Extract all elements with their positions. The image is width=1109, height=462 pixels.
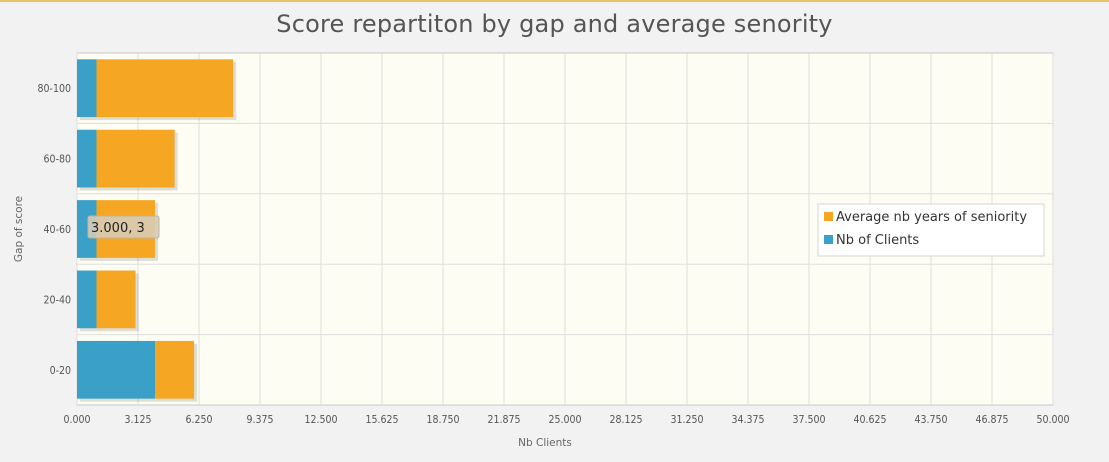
chart-title: Score repartiton by gap and average seno… (276, 10, 833, 38)
legend-label: Average nb years of seniority (836, 210, 1027, 225)
legend-swatch (824, 235, 833, 244)
x-tick-label: 12.500 (304, 414, 337, 426)
tooltip-box (87, 215, 160, 239)
bar-clients-40-60[interactable] (77, 200, 97, 258)
y-axis-title: Gap of score (13, 196, 25, 262)
x-tick-label: 28.125 (609, 414, 642, 426)
bar-seniority-80-100[interactable] (96, 59, 234, 118)
legend-box (817, 203, 1045, 257)
x-tick-label: 25.000 (548, 414, 581, 426)
x-axis-title: Nb Clients (518, 437, 572, 449)
x-tick-label: 50.000 (1036, 414, 1069, 426)
bar-seniority-0-20[interactable] (155, 340, 195, 399)
bar-clients-60-80[interactable] (77, 129, 97, 188)
x-tick-label: 46.875 (975, 414, 1008, 426)
top-accent-line (0, 0, 1109, 2)
x-tick-label: 9.375 (246, 414, 273, 426)
x-tick-label: 31.250 (670, 414, 703, 426)
x-tick-label: 34.375 (731, 414, 764, 426)
x-tick-label: 6.250 (185, 414, 212, 426)
bar-seniority-20-40[interactable] (96, 270, 136, 329)
x-tick-label: 0.000 (63, 414, 90, 426)
x-tick-label: 37.500 (792, 414, 825, 426)
x-tick-label: 3.125 (124, 414, 151, 426)
bar-clients-20-40[interactable] (77, 270, 97, 329)
x-tick-label: 21.875 (487, 414, 520, 426)
legend-swatch (824, 212, 833, 221)
x-tick-label: 40.625 (853, 414, 886, 426)
y-tick-label: 20-40 (44, 294, 71, 306)
tooltip-text: 3.000, 3 (91, 221, 145, 236)
y-tick-label: 0-20 (50, 365, 71, 377)
x-tick-label: 43.750 (914, 414, 947, 426)
bar-clients-0-20[interactable] (77, 340, 156, 399)
bar-clients-80-100[interactable] (77, 59, 97, 118)
y-tick-label: 60-80 (44, 154, 71, 166)
y-tick-label: 80-100 (38, 83, 71, 95)
x-tick-label: 15.625 (365, 414, 398, 426)
bar-seniority-60-80[interactable] (96, 129, 175, 188)
legend-label: Nb of Clients (836, 233, 919, 248)
y-tick-label: 40-60 (44, 224, 71, 236)
x-tick-label: 18.750 (426, 414, 459, 426)
